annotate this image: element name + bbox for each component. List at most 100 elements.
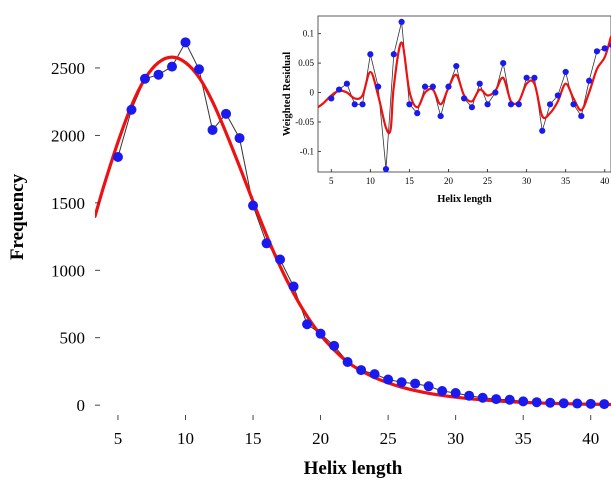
- inset-chart-x-tick-label: 25: [483, 176, 493, 186]
- main-chart-data-point: [139, 73, 150, 84]
- inset-chart: 5 10 15 20 25 30 35 40 -0.1 -0.05 0 0.05 0.1 Helix le…: [282, 15, 611, 205]
- inset-chart-data-point: [375, 83, 382, 90]
- inset-chart-data-point: [328, 95, 335, 102]
- inset-chart-data-point: [359, 101, 366, 108]
- inset-chart-plot-area: [318, 18, 611, 172]
- main-chart-data-point: [396, 377, 407, 388]
- main-chart-y-axis-label: Frequency: [7, 173, 28, 260]
- inset-chart-data-point: [398, 18, 405, 25]
- inset-chart-y-tick-label: 0.1: [303, 29, 314, 39]
- main-chart-data-point: [275, 254, 286, 265]
- inset-chart-data-point: [461, 95, 468, 102]
- main-chart-data-point: [545, 397, 556, 408]
- main-chart-data-point: [153, 69, 164, 80]
- main-chart-data-point: [221, 108, 232, 119]
- inset-chart-data-point: [343, 80, 351, 87]
- main-chart-x-axis-label: Helix length: [304, 458, 403, 479]
- inset-chart-y-tick-label: -0.05: [295, 117, 314, 127]
- main-chart-data-point: [207, 125, 218, 135]
- main-chart-data-point: [180, 37, 191, 48]
- main-chart-y-tick-label: 0: [77, 396, 86, 415]
- inset-chart-data-point: [578, 112, 585, 120]
- inset-chart-data-point: [593, 48, 601, 55]
- main-chart-data-point: [518, 396, 529, 407]
- inset-chart-data-point: [421, 83, 429, 90]
- inset-chart-x-tick-label: 40: [600, 176, 610, 186]
- inset-chart-data-point: [523, 74, 530, 81]
- inset-chart-data-point: [390, 51, 397, 58]
- inset-chart-data-point: [601, 45, 608, 52]
- inset-chart-data-point: [382, 165, 390, 172]
- main-chart-data-point: [248, 200, 259, 211]
- main-chart-data-point: [423, 381, 434, 392]
- inset-chart-data-point: [484, 101, 491, 108]
- inset-chart-x-tick-label: 35: [561, 176, 571, 186]
- main-chart: 5 10 15 20 25 30 35 40 0 500 1000 1500 2000 2500 Helix…: [7, 37, 611, 479]
- inset-chart-y-tick-label: -0.1: [300, 146, 314, 156]
- main-chart-y-tick-label: 1500: [51, 194, 85, 213]
- main-chart-data-point: [369, 369, 380, 380]
- main-chart-plot-area: [95, 37, 611, 410]
- main-chart-data-point: [585, 398, 596, 409]
- main-chart-data-point: [288, 281, 299, 292]
- inset-chart-data-point: [453, 62, 460, 70]
- main-chart-data-point: [342, 357, 353, 367]
- main-chart-x-tick-label: 15: [245, 429, 262, 448]
- inset-chart-data-point: [414, 110, 421, 117]
- inset-chart-y-tick-label: 0.05: [298, 58, 314, 68]
- inset-chart-x-tick-label: 20: [444, 176, 454, 186]
- inset-chart-x-axis-label: Helix length: [437, 194, 492, 205]
- inset-chart-data-point: [367, 51, 374, 58]
- inset-chart-data-point: [507, 101, 515, 108]
- main-chart-y-tick-label: 2500: [51, 59, 85, 78]
- main-chart-data-point: [464, 390, 475, 401]
- inset-chart-data-point: [351, 101, 358, 108]
- main-chart-fit-curve: [95, 55, 611, 407]
- main-chart-data-point: [477, 392, 488, 403]
- main-chart-data-point: [261, 238, 272, 249]
- inset-chart-data-point: [468, 104, 476, 111]
- main-chart-x-tick-label: 40: [582, 429, 599, 448]
- main-chart-data-point: [302, 319, 313, 330]
- inset-chart-x-tick-label: 30: [522, 176, 532, 186]
- main-chart-data-point: [572, 398, 583, 409]
- inset-chart-data-point: [570, 101, 577, 108]
- inset-chart-data-point: [445, 83, 452, 90]
- inset-chart-data-point: [429, 83, 436, 90]
- main-chart-data-point: [383, 374, 394, 385]
- inset-chart-data-point: [586, 77, 593, 84]
- main-chart-data-point: [531, 397, 542, 408]
- main-chart-data-point: [558, 398, 569, 409]
- main-chart-x-tick-label: 20: [312, 429, 329, 448]
- inset-chart-data-point: [531, 74, 538, 81]
- inset-chart-x-tick-label: 10: [366, 176, 376, 186]
- inset-chart-x-tick-label: 15: [405, 176, 415, 186]
- main-chart-x-tick-label: 35: [515, 429, 532, 448]
- inset-chart-data-point: [335, 86, 343, 93]
- main-chart-data-point: [599, 399, 610, 410]
- inset-chart-data-point: [437, 112, 444, 120]
- main-chart-data-point: [112, 151, 123, 162]
- main-chart-y-tick-label: 2000: [51, 126, 85, 145]
- main-chart-data-point: [491, 394, 502, 405]
- inset-chart-data-point: [539, 127, 546, 134]
- main-chart-data-point: [437, 386, 448, 396]
- main-chart-data-point: [194, 64, 205, 75]
- inset-chart-data-point: [500, 59, 507, 67]
- main-chart-data-point: [450, 388, 461, 399]
- inset-chart-data-point: [492, 89, 499, 96]
- main-chart-y-tick-label: 500: [60, 329, 86, 348]
- main-chart-data-point: [329, 340, 340, 351]
- inset-chart-x-tick-label: 5: [329, 176, 334, 186]
- inset-chart-data-point: [554, 92, 561, 99]
- main-chart-y-tick-label: 1000: [51, 261, 85, 280]
- main-chart-data-point: [410, 378, 421, 389]
- inset-chart-data-point: [406, 101, 413, 108]
- main-chart-data-point: [356, 365, 367, 376]
- inset-chart-data-point: [515, 101, 522, 108]
- inset-chart-data-point: [546, 101, 554, 108]
- main-chart-data-point: [504, 394, 515, 405]
- main-chart-data-point: [166, 61, 177, 72]
- main-chart-x-tick-label: 10: [177, 429, 194, 448]
